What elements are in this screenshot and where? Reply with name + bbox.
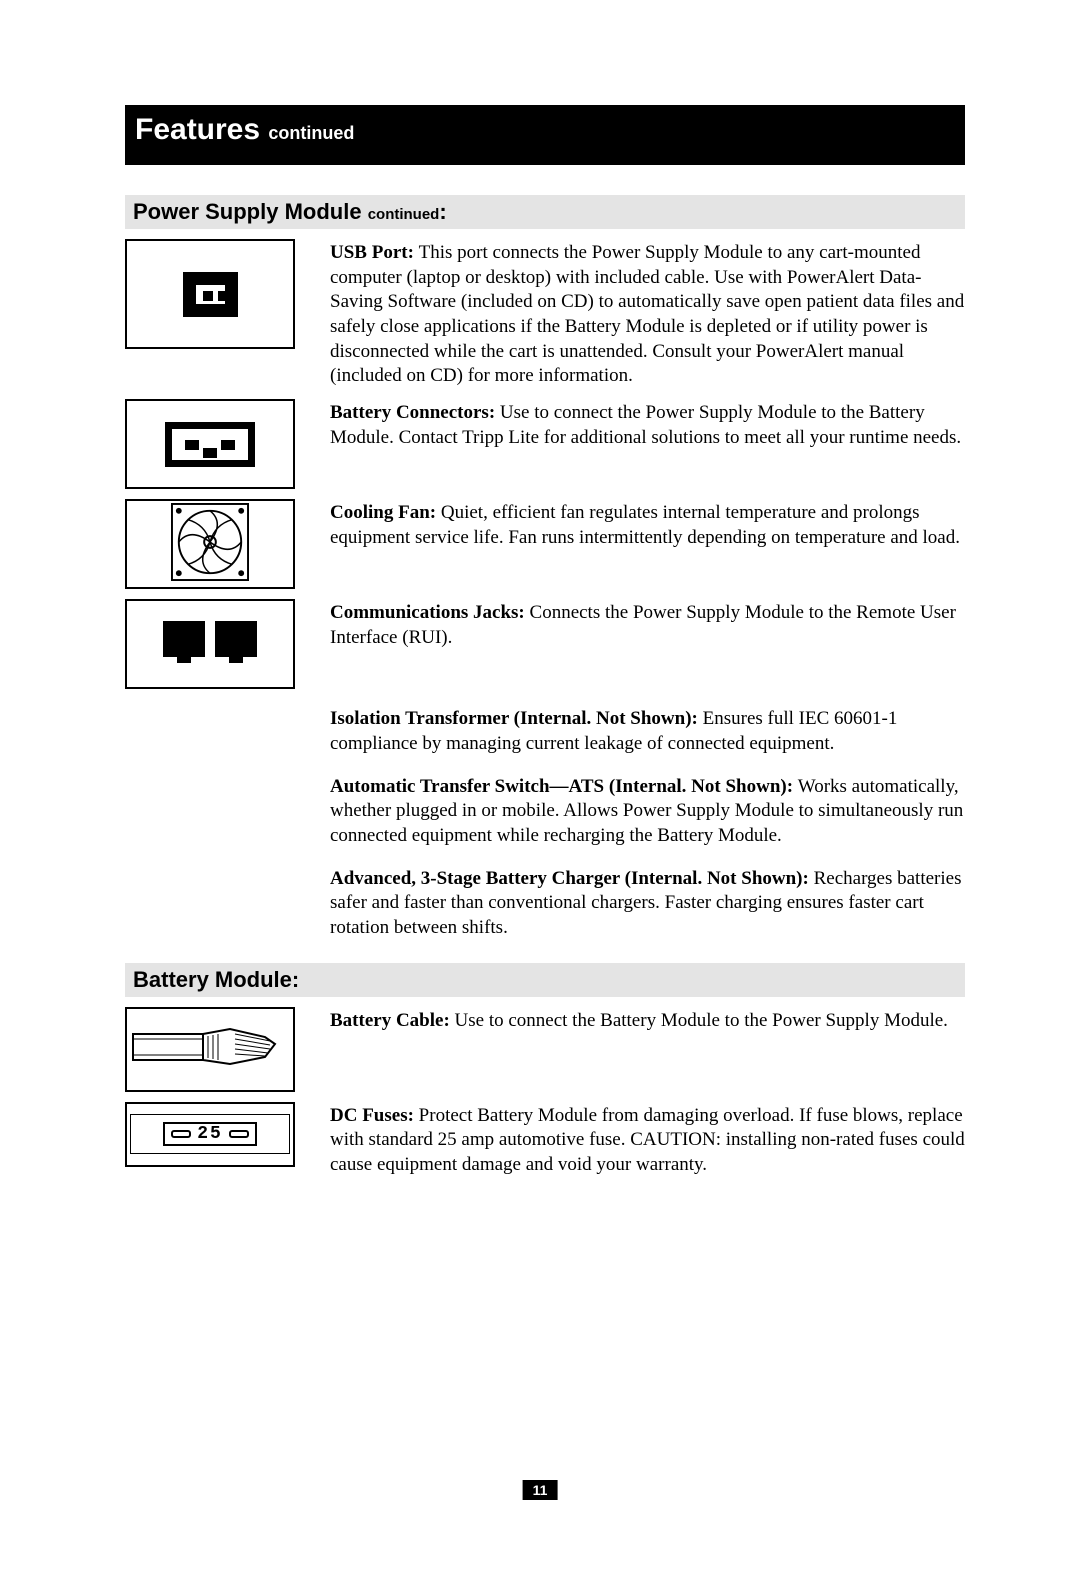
feature-usb-text: USB Port: This port connects the Power S…: [330, 239, 965, 389]
section1-main: Power Supply Module: [133, 199, 368, 224]
isolation-title: Isolation Transformer (Internal. Not Sho…: [330, 708, 703, 729]
cable-title: Battery Cable:: [330, 1010, 455, 1031]
feature-cable: Battery Cable: Use to connect the Batter…: [125, 1007, 965, 1092]
fan-title: Cooling Fan:: [330, 502, 441, 523]
battery-cable-icon: [125, 1007, 295, 1092]
section1-trailing: :: [439, 199, 446, 224]
feature-batt-text: Battery Connectors: Use to connect the P…: [330, 399, 965, 450]
feature-batt-conn: Battery Connectors: Use to connect the P…: [125, 399, 965, 489]
charger-title: Advanced, 3-Stage Battery Charger (Inter…: [330, 868, 814, 889]
fuse-body: Protect Battery Module from damaging ove…: [330, 1105, 965, 1175]
comm-title: Communications Jacks:: [330, 602, 530, 623]
fuse-title: DC Fuses:: [330, 1105, 419, 1126]
section1-sub: continued: [368, 206, 440, 223]
section-power-supply: Power Supply Module continued:: [125, 195, 965, 229]
feature-cable-text: Battery Cable: Use to connect the Batter…: [330, 1007, 965, 1034]
communications-jacks-icon: [125, 599, 295, 689]
page-content: Features continued Power Supply Module c…: [0, 0, 1080, 1178]
section2-main: Battery Module:: [133, 967, 299, 992]
ats-title: Automatic Transfer Switch—ATS (Internal.…: [330, 776, 798, 797]
cooling-fan-icon: [125, 499, 295, 589]
feature-ats: Automatic Transfer Switch—ATS (Internal.…: [330, 775, 965, 849]
feature-comm-jacks: Communications Jacks: Connects the Power…: [125, 599, 965, 689]
usb-title: USB Port:: [330, 242, 419, 263]
fuse-label: 25: [197, 1124, 223, 1144]
page-number: 11: [523, 1480, 558, 1500]
section-battery-module: Battery Module:: [125, 963, 965, 997]
usb-body: This port connects the Power Supply Modu…: [330, 242, 964, 386]
feature-fuse: 25 DC Fuses: Protect Battery Module from…: [125, 1102, 965, 1178]
features-main: Features: [135, 113, 268, 146]
dc-fuses-icon: 25: [125, 1102, 295, 1167]
feature-charger: Advanced, 3-Stage Battery Charger (Inter…: [330, 867, 965, 941]
features-sub: continued: [268, 123, 354, 143]
feature-comm-text: Communications Jacks: Connects the Power…: [330, 599, 965, 650]
feature-fuse-text: DC Fuses: Protect Battery Module from da…: [330, 1102, 965, 1178]
battery-connectors-icon: [125, 399, 295, 489]
cable-body: Use to connect the Battery Module to the…: [455, 1010, 948, 1031]
feature-isolation: Isolation Transformer (Internal. Not Sho…: [330, 707, 965, 756]
feature-usb: USB Port: This port connects the Power S…: [125, 239, 965, 389]
usb-port-icon: [125, 239, 295, 349]
batt-title: Battery Connectors:: [330, 402, 500, 423]
features-header: Features continued: [125, 105, 965, 165]
feature-fan: Cooling Fan: Quiet, efficient fan regula…: [125, 499, 965, 589]
feature-fan-text: Cooling Fan: Quiet, efficient fan regula…: [330, 499, 965, 550]
